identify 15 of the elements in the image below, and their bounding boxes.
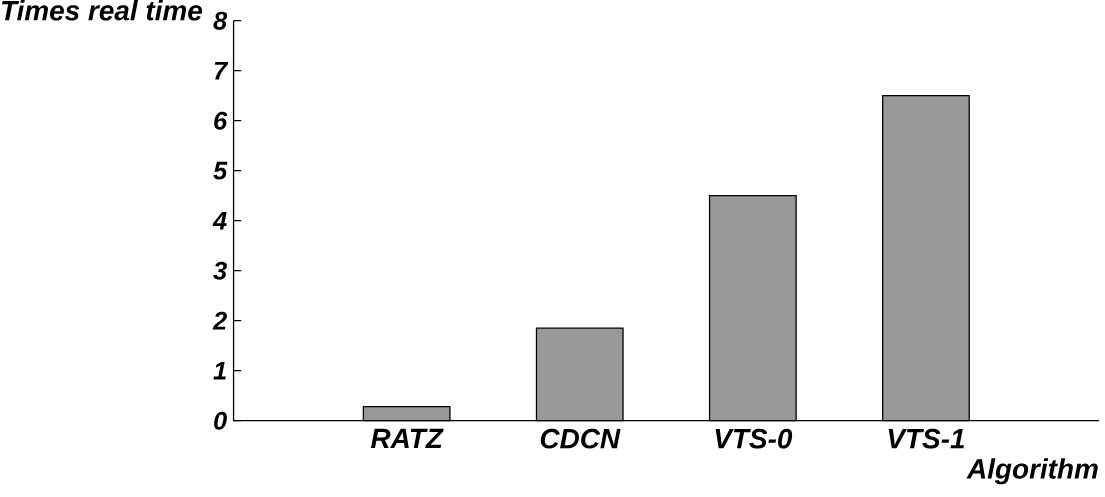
y-axis-title: Times real time bbox=[1, 0, 203, 21]
y-tick-label: 5 bbox=[213, 161, 228, 180]
y-tick-label: 7 bbox=[214, 61, 229, 80]
x-tick-label: RATZ bbox=[370, 428, 444, 448]
y-tick-label: 0 bbox=[214, 411, 227, 430]
y-tick-label: 3 bbox=[213, 261, 227, 280]
y-tick-label: 2 bbox=[212, 311, 227, 330]
x-tick-label: VTS-1 bbox=[888, 428, 965, 449]
x-tick-label: CDCN bbox=[540, 428, 621, 449]
y-tick-label: 1 bbox=[213, 361, 226, 380]
y-tick-label: 4 bbox=[212, 211, 227, 230]
x-axis-title: Algorithm bbox=[966, 458, 1098, 485]
y-tick-label: 8 bbox=[213, 11, 228, 30]
y-tick-label: 6 bbox=[214, 111, 228, 130]
x-tick-label: VTS-0 bbox=[715, 428, 793, 449]
